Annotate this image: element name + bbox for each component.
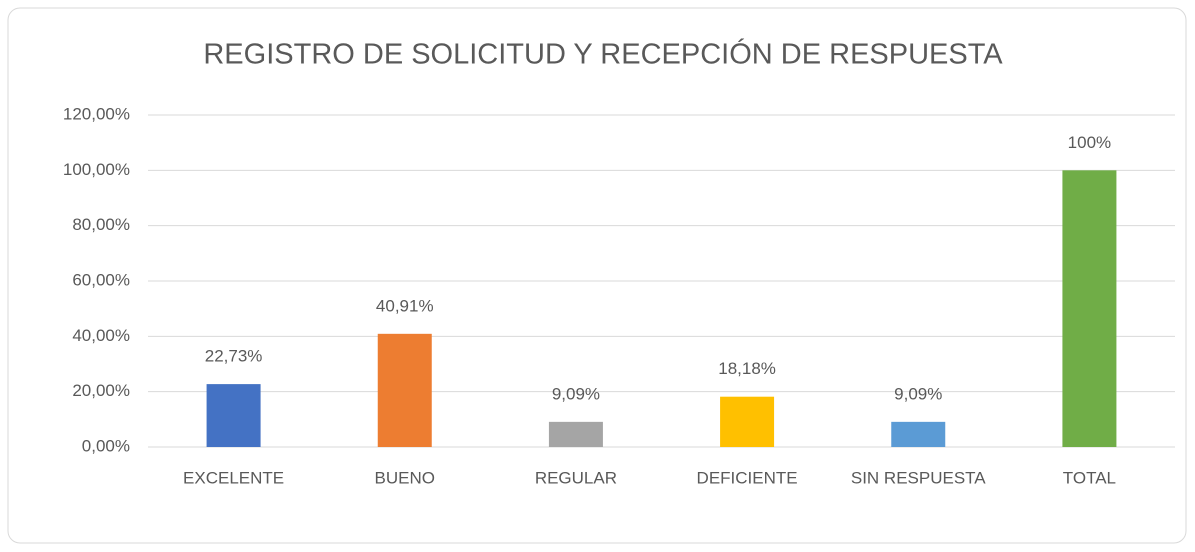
bar — [206, 384, 261, 447]
y-tick-label: 20,00% — [72, 381, 130, 400]
y-tick-label: 60,00% — [72, 270, 130, 289]
bar — [1062, 170, 1117, 448]
x-tick-label: TOTAL — [1063, 468, 1116, 487]
bar — [548, 421, 603, 447]
bar — [720, 396, 775, 447]
data-label: 22,73% — [205, 347, 263, 366]
data-label: 9,09% — [894, 384, 942, 403]
data-label: 9,09% — [552, 384, 600, 403]
x-tick-label: REGULAR — [535, 468, 617, 487]
x-tick-label: SIN RESPUESTA — [851, 468, 986, 487]
x-tick-label: EXCELENTE — [183, 468, 284, 487]
bar — [377, 333, 432, 447]
data-label: 18,18% — [718, 359, 776, 378]
x-tick-label: BUENO — [375, 468, 435, 487]
y-tick-label: 100,00% — [63, 160, 130, 179]
y-tick-label: 0,00% — [82, 436, 130, 455]
data-label: 100% — [1068, 133, 1111, 152]
y-tick-label: 40,00% — [72, 326, 130, 345]
y-tick-label: 120,00% — [63, 104, 130, 123]
y-tick-label: 80,00% — [72, 215, 130, 234]
data-label: 40,91% — [376, 296, 434, 315]
chart-frame — [7, 7, 1187, 544]
chart-title: REGISTRO DE SOLICITUD Y RECEPCIÓN DE RES… — [203, 38, 1003, 71]
bar — [891, 421, 946, 447]
x-tick-label: DEFICIENTE — [697, 468, 798, 487]
